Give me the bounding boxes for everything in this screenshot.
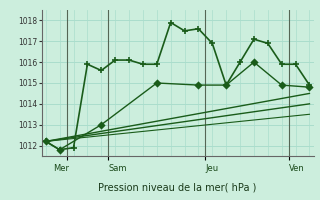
Text: Sam: Sam (108, 164, 127, 173)
Text: Jeu: Jeu (205, 164, 219, 173)
Text: Pression niveau de la mer( hPa ): Pression niveau de la mer( hPa ) (99, 182, 257, 192)
Text: Ven: Ven (289, 164, 304, 173)
Text: Mer: Mer (53, 164, 69, 173)
